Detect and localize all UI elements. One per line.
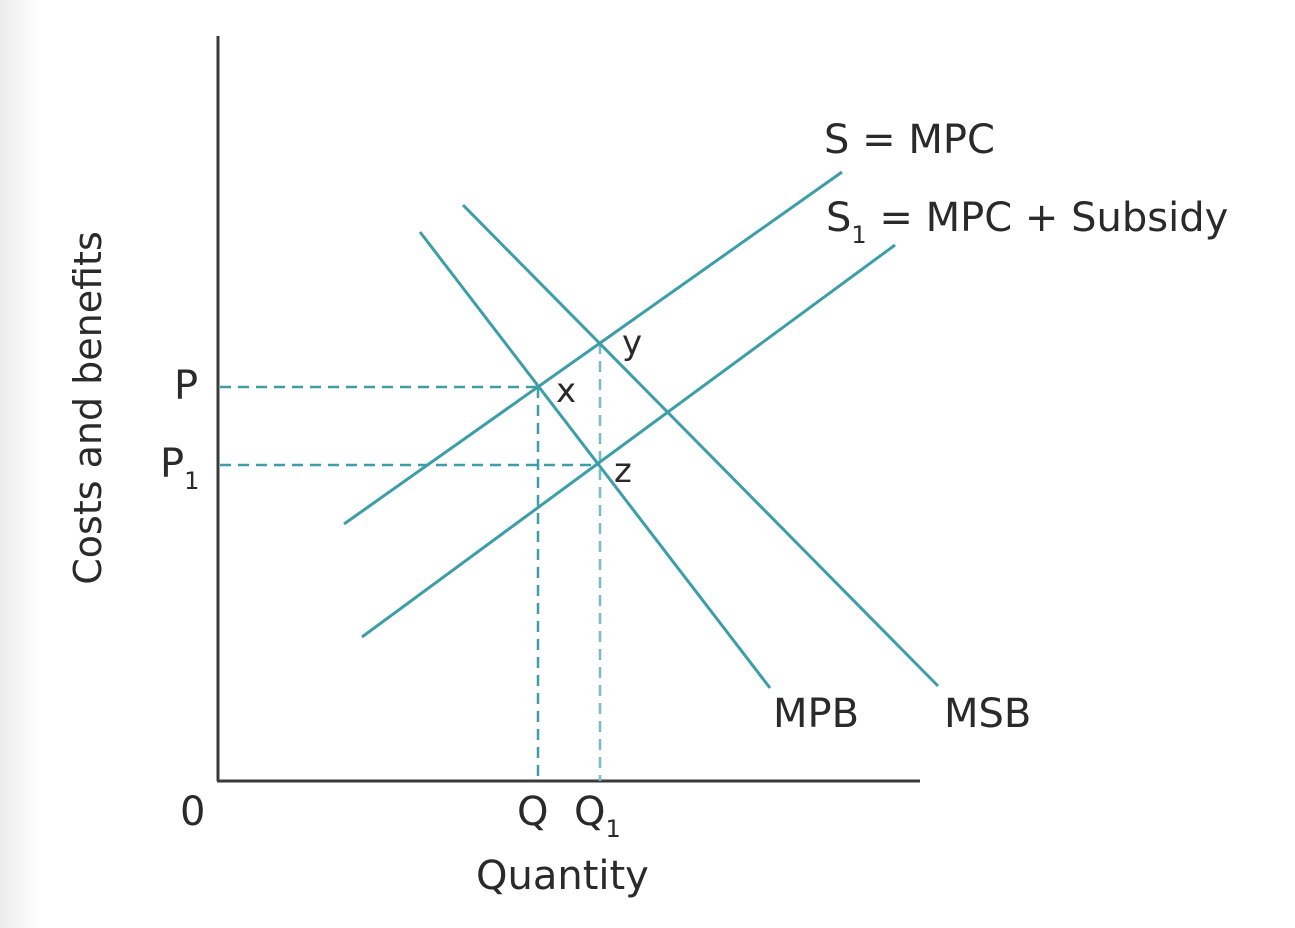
y-axis-label: Costs and benefits [66, 231, 110, 585]
y-tick-p1: P1 [160, 441, 200, 495]
label-msb: MSB [944, 691, 1032, 737]
x-tick-q1: Q1 [574, 789, 621, 843]
subsidy-supply-line [361, 243, 896, 639]
label-s1-subsidy: S1 = MPC + Subsidy [826, 195, 1229, 249]
x-tick-q: Q [517, 789, 549, 835]
y-tick-p: P [174, 363, 199, 409]
label-mpb: MPB [773, 691, 860, 737]
point-z-label: z [614, 451, 632, 491]
origin-label: 0 [180, 789, 206, 835]
left-edge-shade [0, 0, 40, 928]
x-axis-label: Quantity [476, 853, 649, 899]
point-y-label: y [622, 323, 643, 363]
label-s-mpc: S = MPC [824, 117, 995, 163]
point-x-label: x [556, 371, 577, 411]
mpb-line [418, 231, 772, 689]
msb-line [461, 203, 940, 688]
mpc-supply-line [343, 170, 843, 526]
